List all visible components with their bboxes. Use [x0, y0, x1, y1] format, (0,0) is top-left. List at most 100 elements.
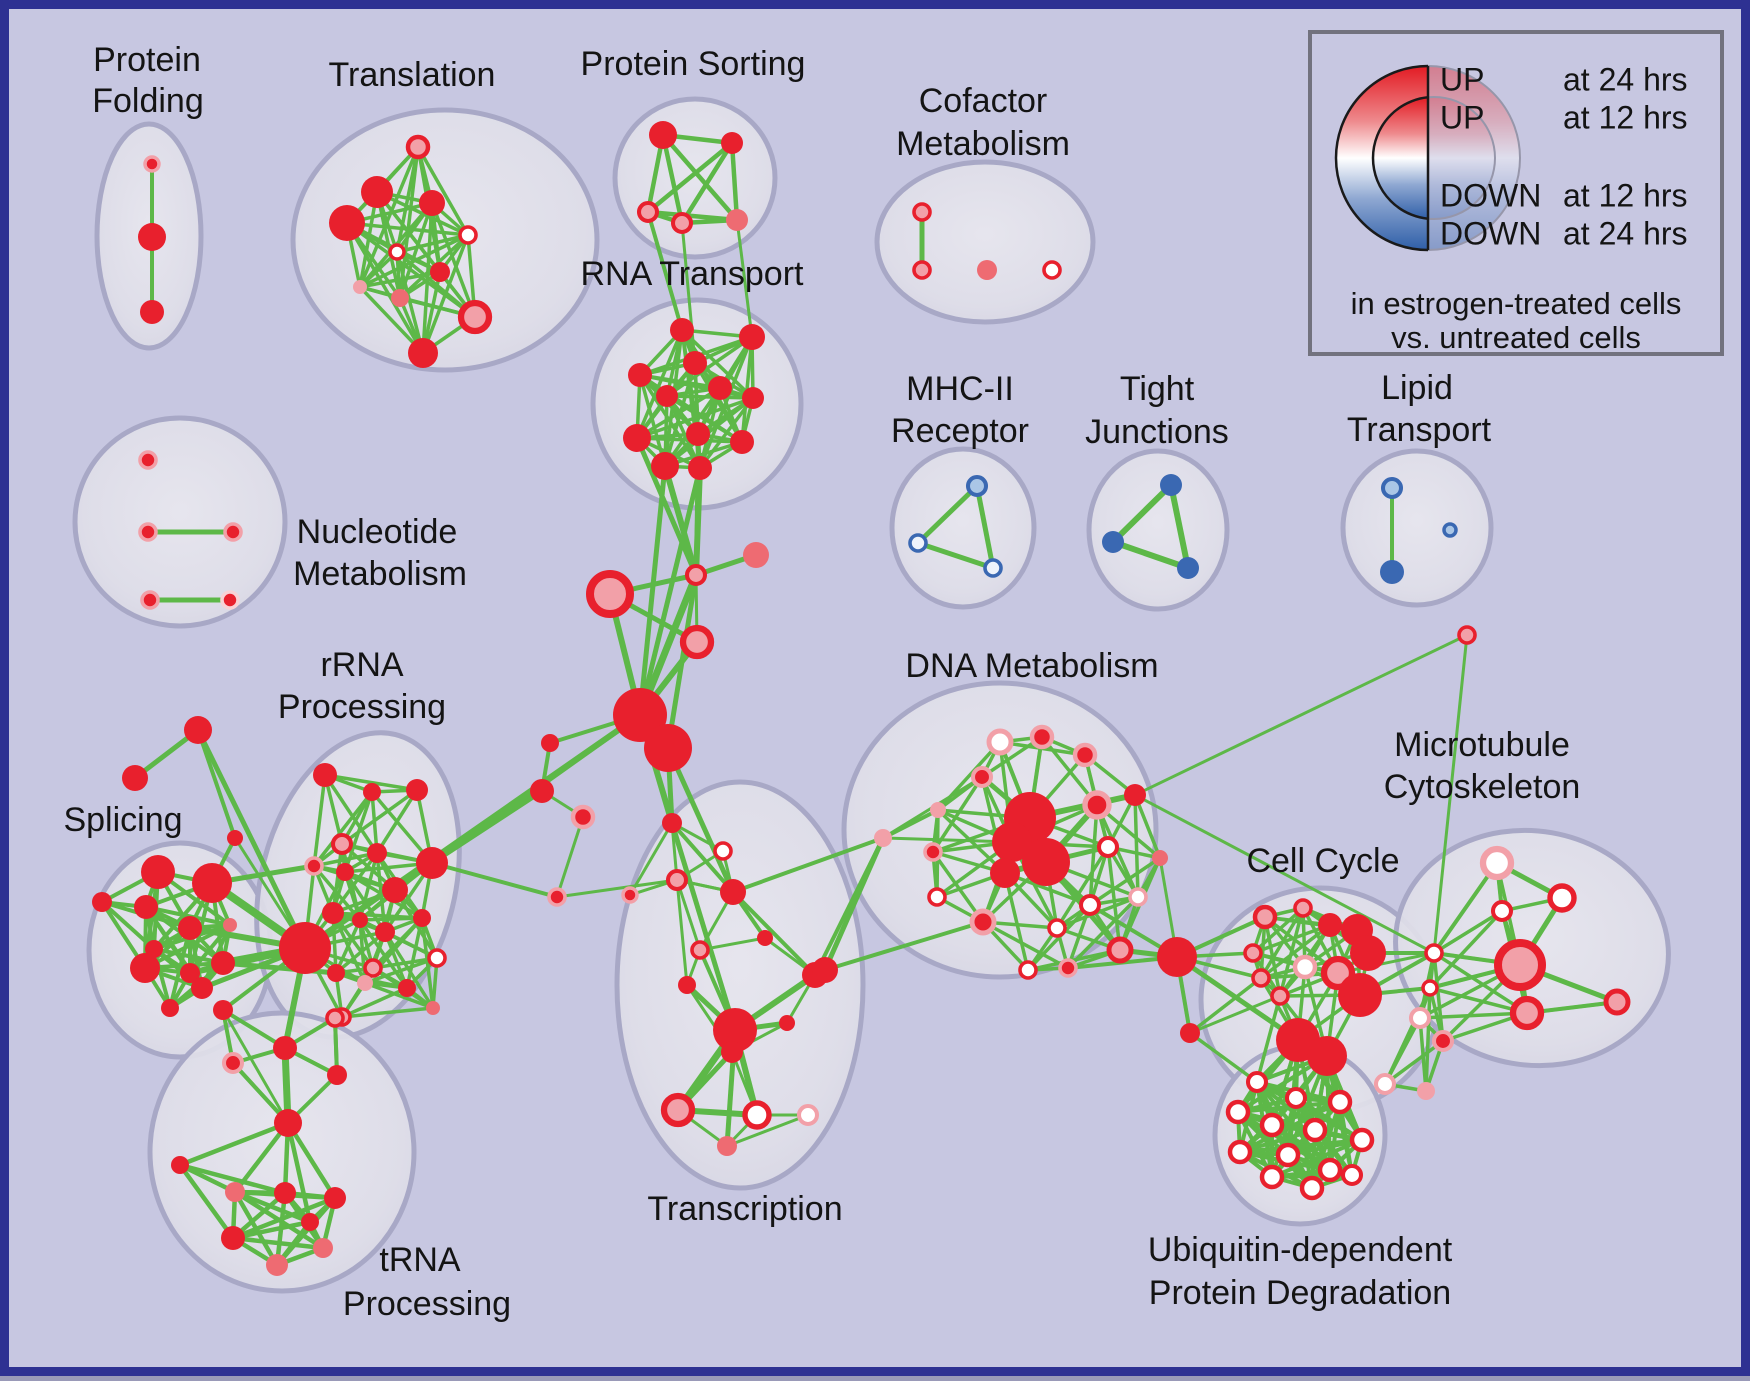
network-node	[1128, 887, 1148, 907]
network-edge	[334, 930, 387, 975]
network-node	[279, 922, 331, 974]
network-node	[458, 225, 478, 245]
network-node	[130, 953, 160, 983]
cluster-ellipse-cofactor-metabolism	[874, 159, 1096, 325]
network-node	[1177, 557, 1199, 579]
network-node	[171, 1156, 189, 1174]
network-node	[138, 450, 158, 470]
network-node	[357, 975, 373, 991]
legend-row-time: at 24 hrs	[1563, 215, 1688, 251]
network-node	[1160, 474, 1182, 496]
network-edge	[732, 836, 884, 894]
network-node	[225, 1182, 245, 1202]
network-edge	[331, 843, 344, 914]
network-edge	[1089, 856, 1161, 907]
network-node	[1243, 943, 1263, 963]
network-node	[628, 363, 652, 387]
network-edge	[1287, 1138, 1363, 1157]
cluster-label: Protein Sorting	[581, 45, 806, 83]
network-node	[427, 948, 447, 968]
network-node	[1245, 1070, 1269, 1094]
network-edge	[312, 790, 374, 868]
network-edge	[669, 822, 738, 1031]
network-node	[220, 590, 240, 610]
network-node	[757, 930, 773, 946]
cluster-label: Splicing	[63, 801, 182, 839]
network-edge	[726, 1113, 809, 1148]
network-edge	[1433, 909, 1503, 955]
network-node	[1494, 939, 1546, 991]
network-node	[779, 1015, 795, 1031]
network-edge	[1251, 906, 1305, 955]
network-edge	[312, 774, 327, 867]
network-edge	[661, 133, 739, 222]
network-node	[301, 1213, 319, 1231]
network-edge	[1278, 907, 1305, 997]
network-node	[678, 976, 696, 994]
network-edge	[232, 1195, 336, 1241]
legend-glyph	[1334, 64, 1521, 252]
cluster-label: Cytoskeleton	[1384, 768, 1581, 806]
network-node	[313, 1238, 333, 1258]
network-node	[1424, 943, 1444, 963]
network-node	[1547, 883, 1577, 913]
network-node	[1102, 531, 1124, 553]
network-node	[717, 1136, 737, 1156]
network-node	[213, 1000, 233, 1020]
cluster-label: Receptor	[891, 412, 1029, 450]
network-node	[690, 940, 710, 960]
network-node	[324, 1187, 346, 1209]
cluster-label: Nucleotide	[297, 513, 458, 551]
network-edge	[1271, 1138, 1363, 1179]
legend-row-time: at 24 hrs	[1563, 61, 1688, 97]
network-edge	[916, 484, 979, 545]
network-node	[1259, 1112, 1285, 1138]
network-node	[1259, 1164, 1285, 1190]
network-node	[977, 260, 997, 280]
network-edge	[346, 221, 469, 237]
legend-row-time: at 12 hrs	[1563, 177, 1688, 213]
network-edge	[232, 1219, 311, 1241]
network-node	[457, 299, 493, 335]
network-edge	[1055, 846, 1110, 929]
network-node	[812, 957, 838, 983]
network-edge	[637, 467, 703, 716]
legend-rows: UP at 24 hrs UP at 12 hrs DOWN at 12 hrs DOWN a…	[1440, 61, 1688, 251]
network-edge	[636, 396, 754, 440]
network-edge	[341, 986, 408, 1019]
cluster-label: Microtubule	[1394, 726, 1570, 764]
network-node	[796, 1103, 820, 1127]
network-edge	[822, 836, 886, 972]
network-edge	[1259, 923, 1332, 980]
network-edge	[628, 822, 674, 896]
network-node	[739, 324, 765, 350]
network-edge	[1239, 1138, 1363, 1154]
network-edge	[660, 134, 685, 224]
network-node	[274, 1182, 296, 1204]
network-node	[1293, 898, 1313, 918]
network-edge	[221, 1009, 290, 1124]
cluster-label: tRNA	[379, 1241, 461, 1279]
network-edge	[359, 270, 441, 289]
network-node	[547, 887, 567, 907]
network-node	[1318, 913, 1342, 937]
network-node	[375, 922, 395, 942]
network-node	[665, 868, 689, 892]
network-node	[1302, 1117, 1328, 1143]
network-node	[180, 963, 200, 983]
network-node	[145, 940, 163, 958]
network-node	[670, 211, 694, 235]
network-edge	[638, 374, 702, 469]
network-node	[361, 176, 393, 208]
network-node	[969, 908, 997, 936]
network-node	[1457, 625, 1477, 645]
network-edge	[637, 465, 668, 716]
network-node	[586, 570, 634, 618]
network-edge	[1188, 976, 1263, 1035]
network-edge	[646, 141, 734, 214]
network-edge	[313, 851, 378, 868]
cluster-label: Junctions	[1085, 413, 1229, 451]
network-node	[391, 289, 409, 307]
